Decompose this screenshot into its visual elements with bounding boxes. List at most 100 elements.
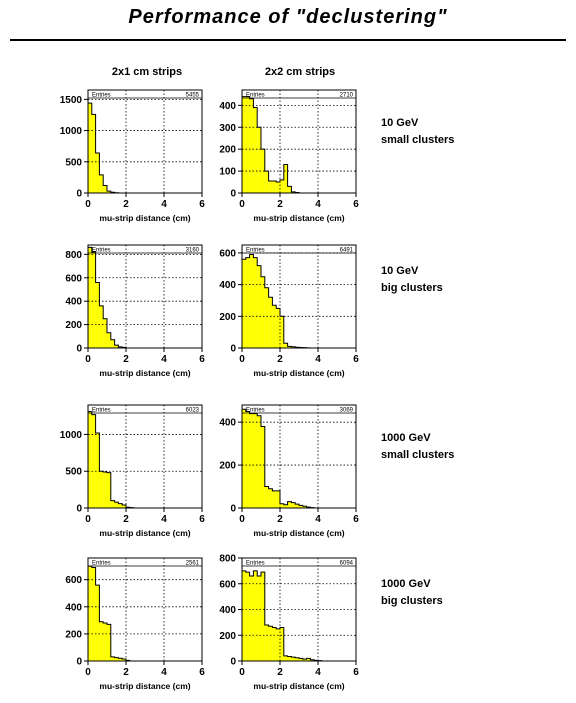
histogram-bar <box>268 297 273 348</box>
stats-entries-label: Entries <box>92 561 111 567</box>
x-tick-label: 2 <box>277 199 283 210</box>
y-tick-label: 400 <box>219 605 236 616</box>
column-header-2x2: 2x2 cm strips <box>265 66 335 78</box>
x-tick-label: 4 <box>315 514 321 525</box>
histogram-bar <box>310 659 315 661</box>
histogram-bar <box>261 149 265 193</box>
histogram-bar <box>95 432 100 508</box>
row-label-1000gev-big: 1000 GeV big clusters <box>381 576 443 610</box>
histogram-bar <box>118 346 123 348</box>
x-tick-label: 6 <box>353 354 359 365</box>
x-axis-title: mu-strip distance (cm) <box>99 368 190 378</box>
x-tick-label: 4 <box>161 354 167 365</box>
stats-entries-value: 6023 <box>186 408 200 414</box>
plot-frame <box>241 404 357 509</box>
y-tick-label: 200 <box>219 631 236 642</box>
y-tick-label: 500 <box>65 467 82 478</box>
histogram-bar <box>103 318 107 348</box>
y-tick-label: 800 <box>65 250 82 261</box>
histogram-bar <box>99 471 104 508</box>
x-tick-label: 0 <box>239 199 245 210</box>
histogram-bar <box>268 180 273 193</box>
histogram-bar <box>88 247 92 348</box>
x-axis-title: mu-strip distance (cm) <box>253 528 344 538</box>
x-tick-label: 2 <box>277 514 283 525</box>
plot-frame <box>241 89 357 194</box>
x-tick-label: 6 <box>199 514 205 525</box>
histogram-bar <box>253 107 258 193</box>
histogram-bar <box>242 259 246 348</box>
histogram-bar <box>264 486 269 508</box>
histogram-bar <box>122 658 126 661</box>
stats-entries-label: Entries <box>246 248 265 254</box>
y-tick-label: 300 <box>219 123 236 134</box>
y-tick-label: 0 <box>230 189 236 200</box>
stats-entries-label: Entries <box>246 561 265 567</box>
histogram-bar <box>291 346 296 348</box>
y-tick-label: 1000 <box>60 126 83 137</box>
histogram-bar <box>272 305 277 348</box>
histogram-bar <box>302 659 307 661</box>
stats-entries-value: 6491 <box>340 248 354 254</box>
histogram-bar <box>280 316 284 348</box>
histogram-bar <box>268 626 273 661</box>
histogram-bar <box>253 257 258 348</box>
histogram-bar <box>95 585 100 661</box>
histogram-bar <box>103 471 107 508</box>
y-tick-label: 400 <box>219 101 236 112</box>
histogram-bar <box>287 501 292 508</box>
stats-entries-value: 3069 <box>340 408 354 414</box>
plot-frame <box>87 244 203 349</box>
stats-entries-value: 6094 <box>340 561 354 567</box>
histogram-bar <box>103 185 107 193</box>
stats-entries-value: 2561 <box>186 561 200 567</box>
row-label-line: small clusters <box>381 449 455 461</box>
x-tick-label: 0 <box>239 667 245 678</box>
histogram-bar <box>118 503 123 508</box>
y-tick-label: 0 <box>230 504 236 515</box>
x-tick-label: 2 <box>123 199 129 210</box>
histogram-bar <box>249 98 254 193</box>
plot-frame <box>87 404 203 509</box>
histogram-bar <box>257 127 261 193</box>
y-tick-label: 0 <box>76 189 82 200</box>
y-tick-label: 600 <box>219 579 236 590</box>
histogram-panel: Entries 6023 0 2 4 6 0 500 1000 mu-strip distance… <box>60 404 205 538</box>
plot-frame <box>87 89 203 194</box>
histogram-bar <box>114 345 119 348</box>
histogram-bar <box>291 502 296 508</box>
x-tick-label: 0 <box>85 667 91 678</box>
histogram-bar <box>295 657 299 661</box>
x-tick-label: 2 <box>123 514 129 525</box>
histogram-bar <box>110 500 115 508</box>
histogram-bar <box>114 502 119 508</box>
histogram-bar <box>91 567 96 661</box>
y-tick-label: 0 <box>76 344 82 355</box>
histogram-bar <box>107 624 111 661</box>
x-tick-label: 6 <box>353 514 359 525</box>
y-tick-label: 400 <box>65 297 82 308</box>
y-tick-label: 800 <box>219 554 236 565</box>
histogram-bar <box>88 103 92 193</box>
histogram-bar <box>253 570 258 661</box>
x-tick-label: 6 <box>353 199 359 210</box>
x-tick-label: 0 <box>85 514 91 525</box>
histogram-bar <box>272 180 277 193</box>
histogram-bar <box>283 343 288 348</box>
histogram-bar <box>99 305 104 348</box>
x-axis-title: mu-strip distance (cm) <box>99 528 190 538</box>
page-title: Performance of "declustering" <box>128 6 448 28</box>
histogram-bar <box>242 570 246 661</box>
histogram-bar <box>261 426 265 508</box>
x-tick-label: 2 <box>277 667 283 678</box>
histogram-bar <box>280 627 284 661</box>
histogram-bar <box>291 191 296 193</box>
histogram-panel: Entries 5455 0 2 4 6 0 500 1000 1500 mu-strip dist… <box>60 89 205 223</box>
y-tick-label: 500 <box>65 157 82 168</box>
y-tick-label: 200 <box>219 145 236 156</box>
y-tick-label: 0 <box>76 504 82 515</box>
histogram-panel: Entries 6094 0 2 4 6 0 200 400 600 800 mu-strip dis… <box>219 554 359 692</box>
stats-entries-label: Entries <box>246 93 265 99</box>
x-tick-label: 0 <box>239 354 245 365</box>
x-tick-label: 4 <box>161 514 167 525</box>
